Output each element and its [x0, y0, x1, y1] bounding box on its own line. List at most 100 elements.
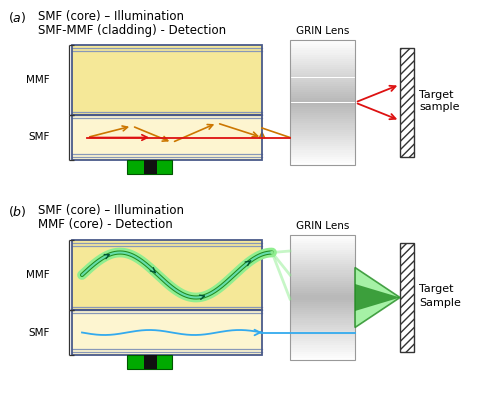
- Bar: [290, 54, 355, 57]
- Bar: [290, 127, 355, 129]
- Bar: [290, 312, 355, 314]
- Bar: [290, 258, 355, 260]
- Bar: [290, 308, 355, 310]
- Bar: [290, 352, 355, 354]
- Bar: [290, 98, 355, 100]
- Bar: [400, 48, 414, 157]
- Bar: [290, 252, 355, 254]
- Bar: [290, 256, 355, 258]
- Bar: [290, 243, 355, 245]
- Text: MMF (core) - Detection: MMF (core) - Detection: [38, 218, 173, 231]
- Bar: [290, 250, 355, 252]
- Bar: [290, 297, 355, 300]
- Bar: [290, 159, 355, 161]
- Bar: [290, 52, 355, 54]
- Bar: [290, 300, 355, 302]
- Bar: [290, 341, 355, 343]
- Bar: [290, 146, 355, 148]
- Bar: [290, 279, 355, 281]
- Bar: [290, 73, 355, 75]
- Bar: [290, 320, 355, 322]
- Bar: [290, 329, 355, 331]
- Bar: [290, 161, 355, 163]
- Bar: [290, 40, 355, 42]
- Bar: [290, 94, 355, 96]
- Bar: [290, 123, 355, 125]
- Bar: [290, 241, 355, 243]
- Bar: [290, 48, 355, 50]
- Bar: [127, 160, 172, 174]
- Bar: [290, 163, 355, 165]
- Bar: [290, 318, 355, 320]
- Bar: [144, 160, 156, 174]
- Bar: [290, 125, 355, 127]
- Bar: [290, 254, 355, 256]
- Bar: [290, 140, 355, 142]
- Bar: [72, 45, 262, 160]
- Text: GRIN Lens: GRIN Lens: [296, 26, 349, 36]
- Bar: [400, 243, 414, 352]
- Bar: [290, 306, 355, 308]
- Bar: [290, 71, 355, 73]
- Bar: [290, 262, 355, 264]
- Text: SMF (core) – Illumination: SMF (core) – Illumination: [38, 204, 184, 217]
- Text: MMF: MMF: [26, 270, 50, 280]
- Text: sample: sample: [419, 102, 460, 112]
- Bar: [290, 92, 355, 94]
- Bar: [290, 314, 355, 316]
- Bar: [290, 270, 355, 272]
- Bar: [290, 347, 355, 350]
- Bar: [290, 79, 355, 82]
- Bar: [290, 109, 355, 111]
- Bar: [290, 111, 355, 113]
- Bar: [290, 59, 355, 61]
- Bar: [290, 65, 355, 67]
- Bar: [290, 148, 355, 150]
- Polygon shape: [355, 284, 400, 311]
- Text: SMF (core) – Illumination: SMF (core) – Illumination: [38, 10, 184, 23]
- Text: Target: Target: [419, 89, 454, 100]
- Bar: [127, 355, 172, 369]
- Bar: [72, 45, 262, 115]
- Bar: [290, 293, 355, 295]
- Bar: [290, 136, 355, 138]
- Bar: [290, 107, 355, 109]
- Bar: [290, 152, 355, 154]
- Bar: [290, 57, 355, 59]
- Bar: [290, 132, 355, 134]
- Bar: [290, 331, 355, 333]
- Bar: [290, 121, 355, 123]
- Text: SMF-MMF (cladding) - Detection: SMF-MMF (cladding) - Detection: [38, 24, 226, 37]
- Bar: [290, 339, 355, 341]
- Bar: [290, 275, 355, 277]
- Bar: [290, 63, 355, 65]
- Bar: [290, 90, 355, 92]
- Bar: [290, 304, 355, 306]
- Bar: [290, 142, 355, 144]
- Bar: [290, 44, 355, 46]
- Bar: [290, 247, 355, 250]
- Bar: [290, 154, 355, 157]
- Bar: [290, 245, 355, 247]
- Bar: [290, 239, 355, 241]
- Bar: [290, 67, 355, 69]
- Bar: [290, 302, 355, 304]
- Bar: [290, 69, 355, 71]
- Bar: [290, 264, 355, 266]
- Bar: [290, 102, 355, 104]
- Bar: [290, 235, 355, 360]
- Bar: [290, 268, 355, 270]
- Bar: [290, 335, 355, 337]
- Bar: [290, 277, 355, 279]
- Bar: [290, 88, 355, 90]
- Bar: [290, 272, 355, 275]
- Polygon shape: [355, 268, 400, 328]
- Bar: [290, 266, 355, 268]
- Bar: [144, 355, 156, 369]
- Bar: [290, 113, 355, 115]
- Bar: [290, 138, 355, 140]
- Bar: [290, 134, 355, 136]
- Bar: [290, 235, 355, 237]
- Bar: [290, 333, 355, 335]
- Bar: [290, 61, 355, 63]
